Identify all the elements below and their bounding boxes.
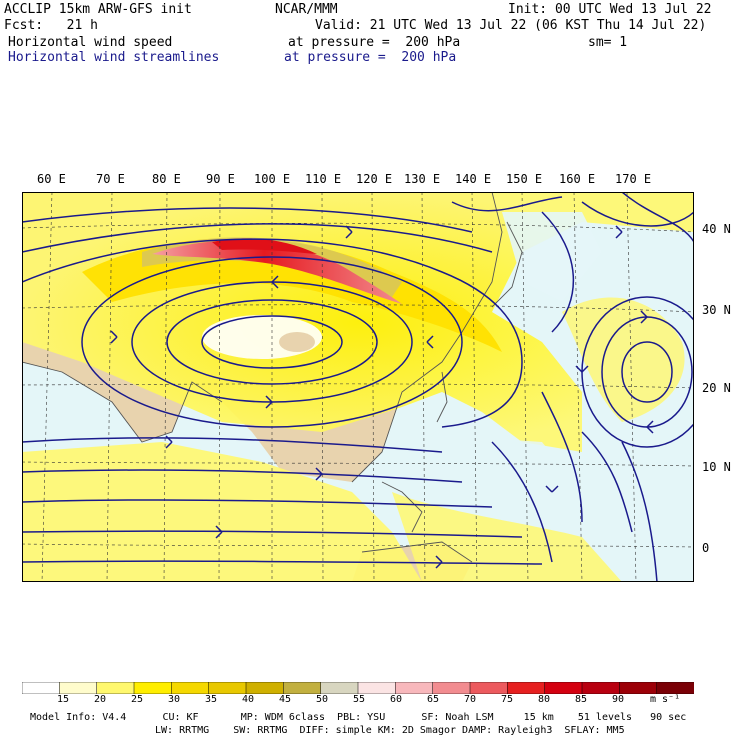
streamlines (22, 192, 694, 582)
lon-label: 80 E (152, 172, 181, 186)
forecast-hour: Fcst: 21 h (4, 18, 98, 33)
wind-map (22, 192, 694, 582)
lon-label: 90 E (206, 172, 235, 186)
colorbar-cell (320, 682, 359, 694)
colorbar-cell (59, 682, 98, 694)
colorbar-cell (469, 682, 509, 694)
colorbar-cell (656, 682, 694, 694)
lon-label: 160 E (559, 172, 596, 186)
model-title: ACCLIP 15km ARW-GFS init (4, 2, 192, 17)
speed-belt-east (562, 297, 685, 422)
calm-area-south (402, 432, 582, 512)
colorbar-tick: 40 (242, 694, 255, 705)
colorbar-cell (208, 682, 247, 694)
colorbar-tick: 45 (279, 694, 292, 705)
colorbar-tick: 90 (612, 694, 625, 705)
colorbar-cell (395, 682, 434, 694)
field-wind-speed-label: Horizontal wind speed (8, 35, 173, 50)
lon-label: 130 E (404, 172, 441, 186)
colorbar-cell (357, 682, 397, 694)
colorbar-cell (581, 682, 621, 694)
lon-label: 110 E (305, 172, 342, 186)
coastlines (22, 192, 523, 563)
lon-label: 140 E (455, 172, 492, 186)
colorbar-cell (507, 682, 546, 694)
colorbar-tick: 35 (205, 694, 218, 705)
colorbar-tick: 70 (464, 694, 477, 705)
speed-belt-south (22, 442, 422, 582)
colorbar-tick: 75 (501, 694, 514, 705)
init-time: Init: 00 UTC Wed 13 Jul 22 (508, 2, 712, 17)
colorbar-tick: 20 (94, 694, 107, 705)
lat-label: 20 N (702, 381, 731, 395)
jet-max (152, 240, 402, 304)
institution-label: NCAR/MMM (275, 2, 338, 17)
lat-label: 10 N (702, 460, 731, 474)
valid-time: Valid: 21 UTC Wed 13 Jul 22 (06 KST Thu … (315, 18, 707, 33)
colorbar-cell (133, 682, 173, 694)
lon-label: 170 E (615, 172, 652, 186)
colorbar (22, 682, 694, 694)
colorbar-tick: 25 (131, 694, 144, 705)
model-info-line2: LW: RRTMG SW: RRTMG DIFF: simple KM: 2D … (155, 725, 625, 736)
calm-area-east (502, 212, 602, 302)
colorbar-tick: 15 (57, 694, 70, 705)
colorbar-cell (171, 682, 210, 694)
colorbar-tick: 80 (538, 694, 551, 705)
field-streamline-label: Horizontal wind streamlines (8, 50, 220, 65)
lon-label: 100 E (254, 172, 291, 186)
model-info-line1: Model Info: V4.4 CU: KF MP: WDM 6class P… (30, 712, 687, 723)
colorbar-tick: 60 (390, 694, 403, 705)
smoothing-label: sm= 1 (588, 35, 628, 50)
lat-label: 40 N (702, 222, 731, 236)
lon-label: 120 E (356, 172, 393, 186)
field-streamline-level: at pressure = 200 hPa (284, 50, 457, 65)
colorbar-tick: 55 (353, 694, 366, 705)
colorbar-cell (283, 682, 322, 694)
grid-lines (22, 192, 694, 582)
colorbar-tick: 85 (575, 694, 588, 705)
colorbar-tick: 65 (427, 694, 440, 705)
lon-label: 60 E (37, 172, 66, 186)
field-wind-speed-level: at pressure = 200 hPa (288, 35, 461, 50)
lat-label: 0 (702, 541, 710, 555)
streamline-arrows (110, 225, 654, 569)
colorbar-unit: m s⁻¹ (650, 694, 681, 705)
colorbar-cell (22, 682, 61, 694)
jet-core (212, 238, 317, 254)
colorbar-cell (619, 682, 658, 694)
colorbar-cell (96, 682, 135, 694)
colorbar-cell (245, 682, 285, 694)
lat-label: 30 N (702, 303, 731, 317)
colorbar-tick: 50 (316, 694, 329, 705)
colorbar-tick: 30 (168, 694, 181, 705)
lon-label: 150 E (506, 172, 543, 186)
lon-label: 70 E (96, 172, 125, 186)
colorbar-cell (432, 682, 471, 694)
colorbar-cell (544, 682, 583, 694)
